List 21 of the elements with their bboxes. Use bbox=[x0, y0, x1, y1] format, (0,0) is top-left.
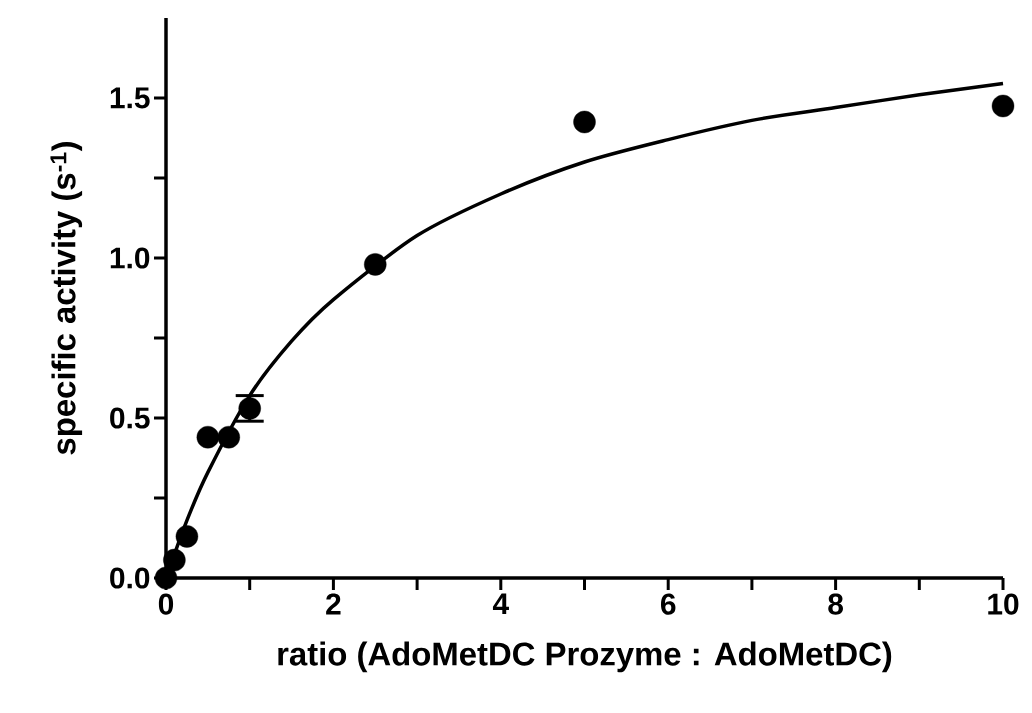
point bbox=[573, 110, 596, 134]
x-axis-title: ratio (AdoMetDC Prozyme : AdoMetDC) bbox=[278, 641, 892, 673]
point bbox=[238, 397, 261, 420]
y-tick-label: 1.0 bbox=[110, 247, 150, 269]
y-axis-title: specific activity (s$^{-1}$) bbox=[50, 142, 83, 455]
x-tick-label: 6 bbox=[660, 593, 676, 615]
y-tick-label: 1.5 bbox=[110, 87, 150, 109]
point bbox=[991, 94, 1015, 118]
x-tick-label: 8 bbox=[828, 593, 843, 615]
point bbox=[154, 566, 178, 590]
point bbox=[217, 426, 240, 449]
y-tick-label: 0.0 bbox=[110, 567, 150, 589]
x-tick-label: 10 bbox=[988, 593, 1019, 615]
point bbox=[196, 426, 220, 449]
point bbox=[364, 253, 387, 276]
y-tick-label: 0.5 bbox=[110, 407, 150, 429]
point bbox=[175, 525, 199, 548]
x-tick-label: 0 bbox=[158, 593, 174, 615]
x-tick-label: 4 bbox=[492, 593, 509, 615]
x-tick-label: 2 bbox=[326, 593, 341, 615]
point bbox=[163, 548, 186, 572]
